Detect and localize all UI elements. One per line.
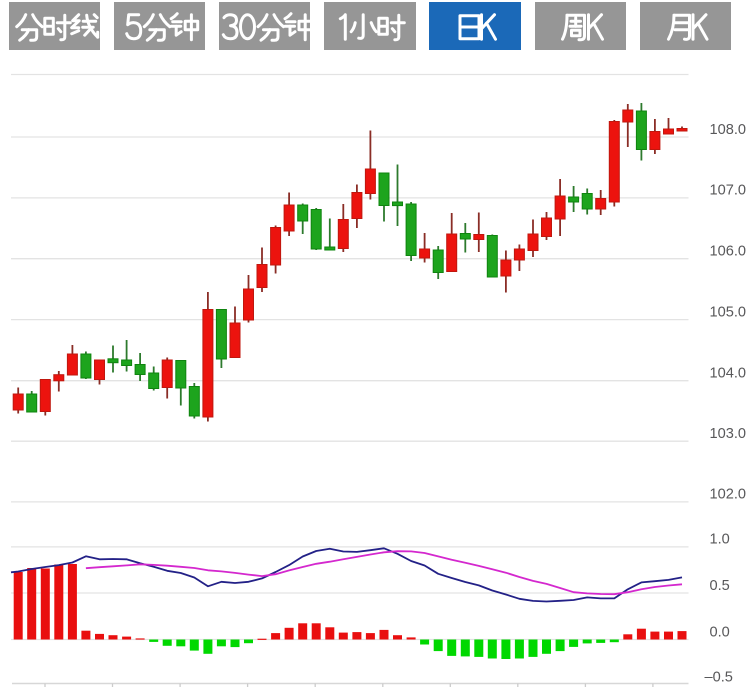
svg-text:108.0: 108.0 (710, 122, 747, 138)
svg-text:104.0: 104.0 (710, 366, 747, 382)
svg-text:102.0: 102.0 (710, 487, 747, 503)
svg-text:0.5: 0.5 (710, 578, 730, 594)
svg-text:103.0: 103.0 (710, 426, 747, 442)
svg-text:–0.5: –0.5 (705, 670, 733, 686)
svg-text:107.0: 107.0 (710, 183, 747, 199)
svg-text:1.0: 1.0 (710, 532, 730, 548)
svg-text:106.0: 106.0 (710, 244, 747, 260)
svg-text:0.0: 0.0 (710, 624, 730, 640)
svg-text:105.0: 105.0 (710, 304, 747, 320)
